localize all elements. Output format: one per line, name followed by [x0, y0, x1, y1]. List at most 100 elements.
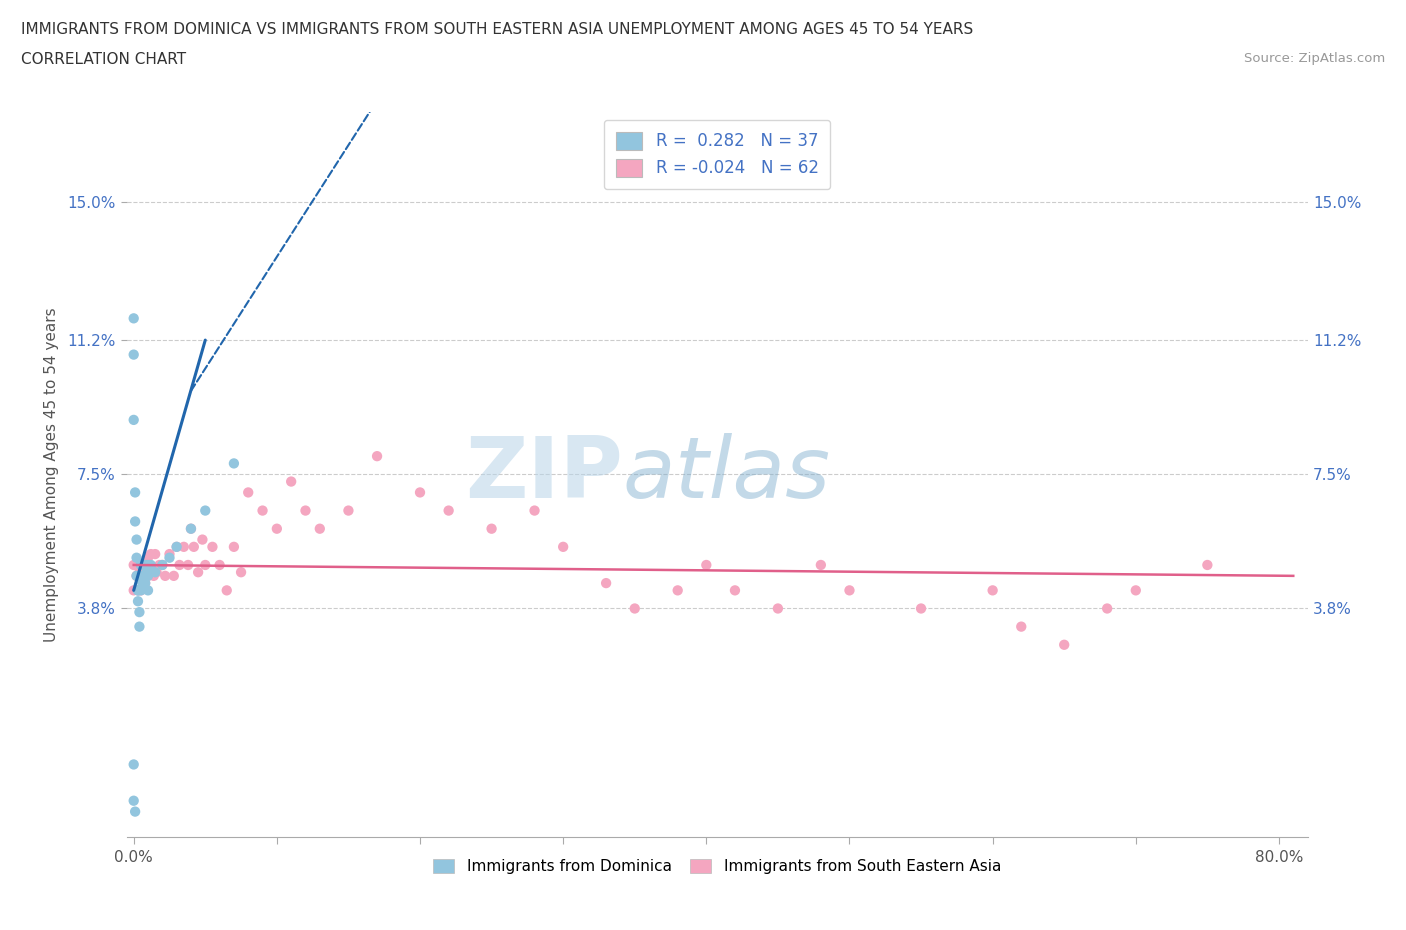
- Point: [1197, 558, 1219, 573]
- Point: [135, 565, 157, 579]
- Text: IMMIGRANTS FROM DOMINICA VS IMMIGRANTS FROM SOUTH EASTERN ASIA UNEMPLOYMENT AMON: IMMIGRANTS FROM DOMINICA VS IMMIGRANTS F…: [21, 22, 973, 37]
- Point: [169, 558, 191, 573]
- Point: [437, 503, 460, 518]
- Point: [145, 565, 167, 579]
- Point: [129, 583, 152, 598]
- Point: [131, 576, 153, 591]
- Point: [124, 514, 146, 529]
- Point: [191, 532, 214, 547]
- Point: [166, 539, 188, 554]
- Text: Source: ZipAtlas.com: Source: ZipAtlas.com: [1244, 52, 1385, 65]
- Point: [148, 558, 170, 573]
- Point: [128, 619, 150, 634]
- Point: [150, 558, 173, 573]
- Point: [132, 565, 155, 579]
- Point: [163, 568, 186, 583]
- Point: [124, 804, 146, 819]
- Point: [180, 521, 202, 536]
- Point: [136, 568, 159, 583]
- Point: [1053, 637, 1076, 652]
- Point: [125, 568, 148, 583]
- Point: [142, 568, 165, 583]
- Point: [215, 583, 238, 598]
- Point: [173, 539, 195, 554]
- Point: [766, 601, 789, 616]
- Point: [150, 558, 173, 573]
- Point: [1125, 583, 1147, 598]
- Text: ZIP: ZIP: [465, 432, 623, 516]
- Point: [122, 583, 145, 598]
- Point: [553, 539, 575, 554]
- Point: [523, 503, 546, 518]
- Point: [143, 565, 166, 579]
- Point: [159, 547, 181, 562]
- Point: [595, 576, 617, 591]
- Point: [134, 576, 156, 591]
- Point: [153, 568, 176, 583]
- Point: [136, 558, 159, 573]
- Point: [724, 583, 747, 598]
- Point: [139, 558, 162, 573]
- Legend: Immigrants from Dominica, Immigrants from South Eastern Asia: Immigrants from Dominica, Immigrants fro…: [427, 853, 1007, 880]
- Point: [125, 568, 148, 583]
- Point: [127, 583, 149, 598]
- Point: [695, 558, 717, 573]
- Point: [159, 551, 181, 565]
- Point: [132, 558, 155, 573]
- Point: [139, 547, 162, 562]
- Y-axis label: Unemployment Among Ages 45 to 54 years: Unemployment Among Ages 45 to 54 years: [44, 307, 59, 642]
- Point: [122, 757, 145, 772]
- Point: [222, 456, 245, 471]
- Point: [128, 604, 150, 619]
- Point: [194, 503, 217, 518]
- Point: [128, 565, 150, 579]
- Point: [122, 413, 145, 428]
- Point: [838, 583, 860, 598]
- Point: [183, 539, 205, 554]
- Point: [131, 558, 153, 573]
- Point: [136, 568, 159, 583]
- Point: [229, 565, 252, 579]
- Point: [208, 558, 231, 573]
- Point: [337, 503, 360, 518]
- Point: [981, 583, 1004, 598]
- Point: [134, 576, 156, 591]
- Point: [127, 583, 149, 598]
- Point: [129, 568, 152, 583]
- Point: [481, 521, 503, 536]
- Point: [125, 551, 148, 565]
- Point: [409, 485, 432, 500]
- Point: [136, 551, 159, 565]
- Point: [166, 539, 188, 554]
- Point: [238, 485, 260, 500]
- Point: [1095, 601, 1118, 616]
- Point: [143, 547, 166, 562]
- Point: [910, 601, 932, 616]
- Point: [201, 539, 224, 554]
- Point: [308, 521, 330, 536]
- Point: [266, 521, 288, 536]
- Point: [122, 558, 145, 573]
- Point: [280, 474, 302, 489]
- Text: atlas: atlas: [623, 432, 831, 516]
- Point: [623, 601, 645, 616]
- Point: [177, 558, 200, 573]
- Point: [194, 558, 217, 573]
- Point: [810, 558, 832, 573]
- Point: [132, 576, 155, 591]
- Text: CORRELATION CHART: CORRELATION CHART: [21, 52, 186, 67]
- Point: [666, 583, 689, 598]
- Point: [366, 449, 388, 464]
- Point: [252, 503, 274, 518]
- Point: [187, 565, 209, 579]
- Point: [222, 539, 245, 554]
- Point: [180, 521, 202, 536]
- Point: [136, 583, 159, 598]
- Point: [134, 558, 156, 573]
- Point: [127, 583, 149, 598]
- Point: [127, 594, 149, 609]
- Point: [129, 583, 152, 598]
- Point: [124, 485, 146, 500]
- Point: [129, 558, 152, 573]
- Point: [122, 311, 145, 325]
